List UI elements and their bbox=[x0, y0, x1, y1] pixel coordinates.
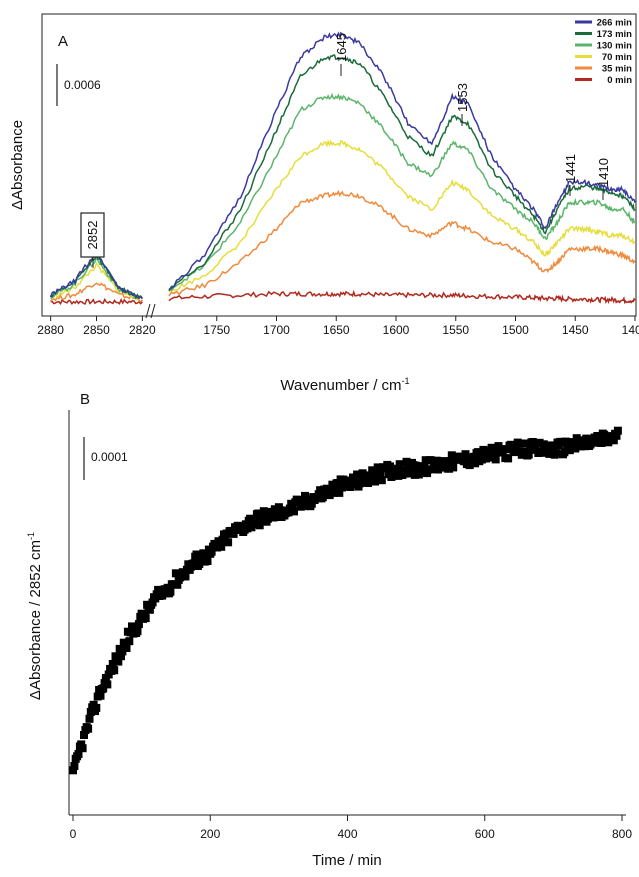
data-point bbox=[84, 725, 92, 733]
legend-label: 35 min bbox=[602, 64, 632, 75]
panel-a-x-tick-label: 1650 bbox=[323, 323, 350, 337]
data-point bbox=[110, 666, 118, 674]
panel-a-x-axis-label-sup: -1 bbox=[402, 376, 410, 386]
boxed-peak-label: 2852 bbox=[85, 221, 100, 250]
panel-a: A 0.0006 ΔAbsorbance Wavenumber / cm-1 2… bbox=[9, 14, 639, 394]
legend-label: 173 min bbox=[597, 29, 633, 40]
panel-a-letter: A bbox=[58, 33, 68, 50]
series-line-0-min-left bbox=[51, 300, 143, 304]
panel-b-y-axis-label-sup: -1 bbox=[26, 532, 36, 540]
panel-a-x-tick-label: 2820 bbox=[129, 323, 156, 337]
panel-b-y-axis-label: ΔAbsorbance / 2852 cm-1 bbox=[26, 532, 44, 700]
peak-label-1410: 1410 bbox=[596, 158, 611, 187]
peak-label-1553: 1553 bbox=[455, 83, 470, 112]
panel-b-x-axis-label: Time / min bbox=[312, 852, 381, 869]
panel-b-x-tick-label: 400 bbox=[337, 827, 357, 841]
panel-a-x-axis-label: Wavenumber / cm-1 bbox=[280, 376, 409, 394]
panel-b-x-tick-label: 800 bbox=[612, 827, 632, 841]
panel-a-x-tick-label: 1500 bbox=[502, 323, 529, 337]
peak-label-1441: 1441 bbox=[563, 154, 578, 183]
panel-a-x-tick-label: 1750 bbox=[203, 323, 230, 337]
data-point bbox=[492, 455, 500, 463]
data-point bbox=[614, 427, 622, 435]
data-point bbox=[552, 449, 560, 457]
series-line-0-min-right bbox=[169, 292, 635, 303]
data-point bbox=[217, 543, 225, 551]
panel-b-data-points bbox=[69, 427, 622, 775]
panel-a-x-tick-label: 1400 bbox=[622, 323, 639, 337]
data-point bbox=[378, 476, 386, 484]
data-point bbox=[204, 557, 212, 565]
panel-b-x-tick-label: 0 bbox=[70, 827, 77, 841]
panel-a-x-axis-label-text: Wavenumber / cm bbox=[280, 377, 401, 394]
panel-a-x-tick-label: 2880 bbox=[37, 323, 64, 337]
panel-b-letter: B bbox=[80, 391, 90, 408]
peak-1645: 1645 bbox=[334, 33, 349, 76]
data-point bbox=[103, 680, 111, 688]
panel-a-x-tick-label: 1600 bbox=[383, 323, 410, 337]
data-point bbox=[70, 762, 78, 770]
data-point bbox=[134, 627, 142, 635]
panel-b-x-tick-label: 600 bbox=[475, 827, 495, 841]
data-point bbox=[166, 588, 174, 596]
data-point bbox=[224, 538, 232, 546]
panel-b: B 0.0001 ΔAbsorbance / 2852 cm-1 Time / … bbox=[26, 391, 632, 869]
data-point bbox=[449, 463, 457, 471]
panel-a-scale-bar-label: 0.0006 bbox=[64, 78, 101, 92]
data-point bbox=[462, 450, 470, 458]
legend-label: 266 min bbox=[597, 18, 633, 29]
legend-label: 70 min bbox=[602, 52, 632, 63]
legend-label: 0 min bbox=[607, 75, 632, 86]
panel-b-scale-bar-label: 0.0001 bbox=[91, 450, 128, 464]
data-point bbox=[142, 614, 150, 622]
panel-a-series-lines bbox=[51, 33, 635, 304]
panel-a-x-tick-label: 1700 bbox=[263, 323, 290, 337]
data-point bbox=[125, 637, 133, 645]
legend-label: 130 min bbox=[597, 41, 633, 52]
panel-b-x-tick-label: 200 bbox=[200, 827, 220, 841]
panel-a-x-ticks: 2880 2850 2820 1750 1700 1650 1600 1550 1500 1450… bbox=[37, 316, 639, 337]
panel-b-y-axis-label-text: ΔAbsorbance / 2852 cm bbox=[27, 540, 44, 700]
peak-label-1645: 1645 bbox=[334, 33, 349, 62]
data-point bbox=[86, 715, 94, 723]
data-point bbox=[92, 704, 100, 712]
panel-b-x-ticks: 0 200 400 600 800 bbox=[70, 815, 633, 841]
panel-a-y-axis-label: ΔAbsorbance bbox=[9, 120, 26, 210]
data-point bbox=[79, 744, 87, 752]
panel-a-x-tick-label: 2850 bbox=[83, 323, 110, 337]
panel-a-x-tick-label: 1550 bbox=[442, 323, 469, 337]
panel-a-x-tick-label: 1450 bbox=[562, 323, 589, 337]
